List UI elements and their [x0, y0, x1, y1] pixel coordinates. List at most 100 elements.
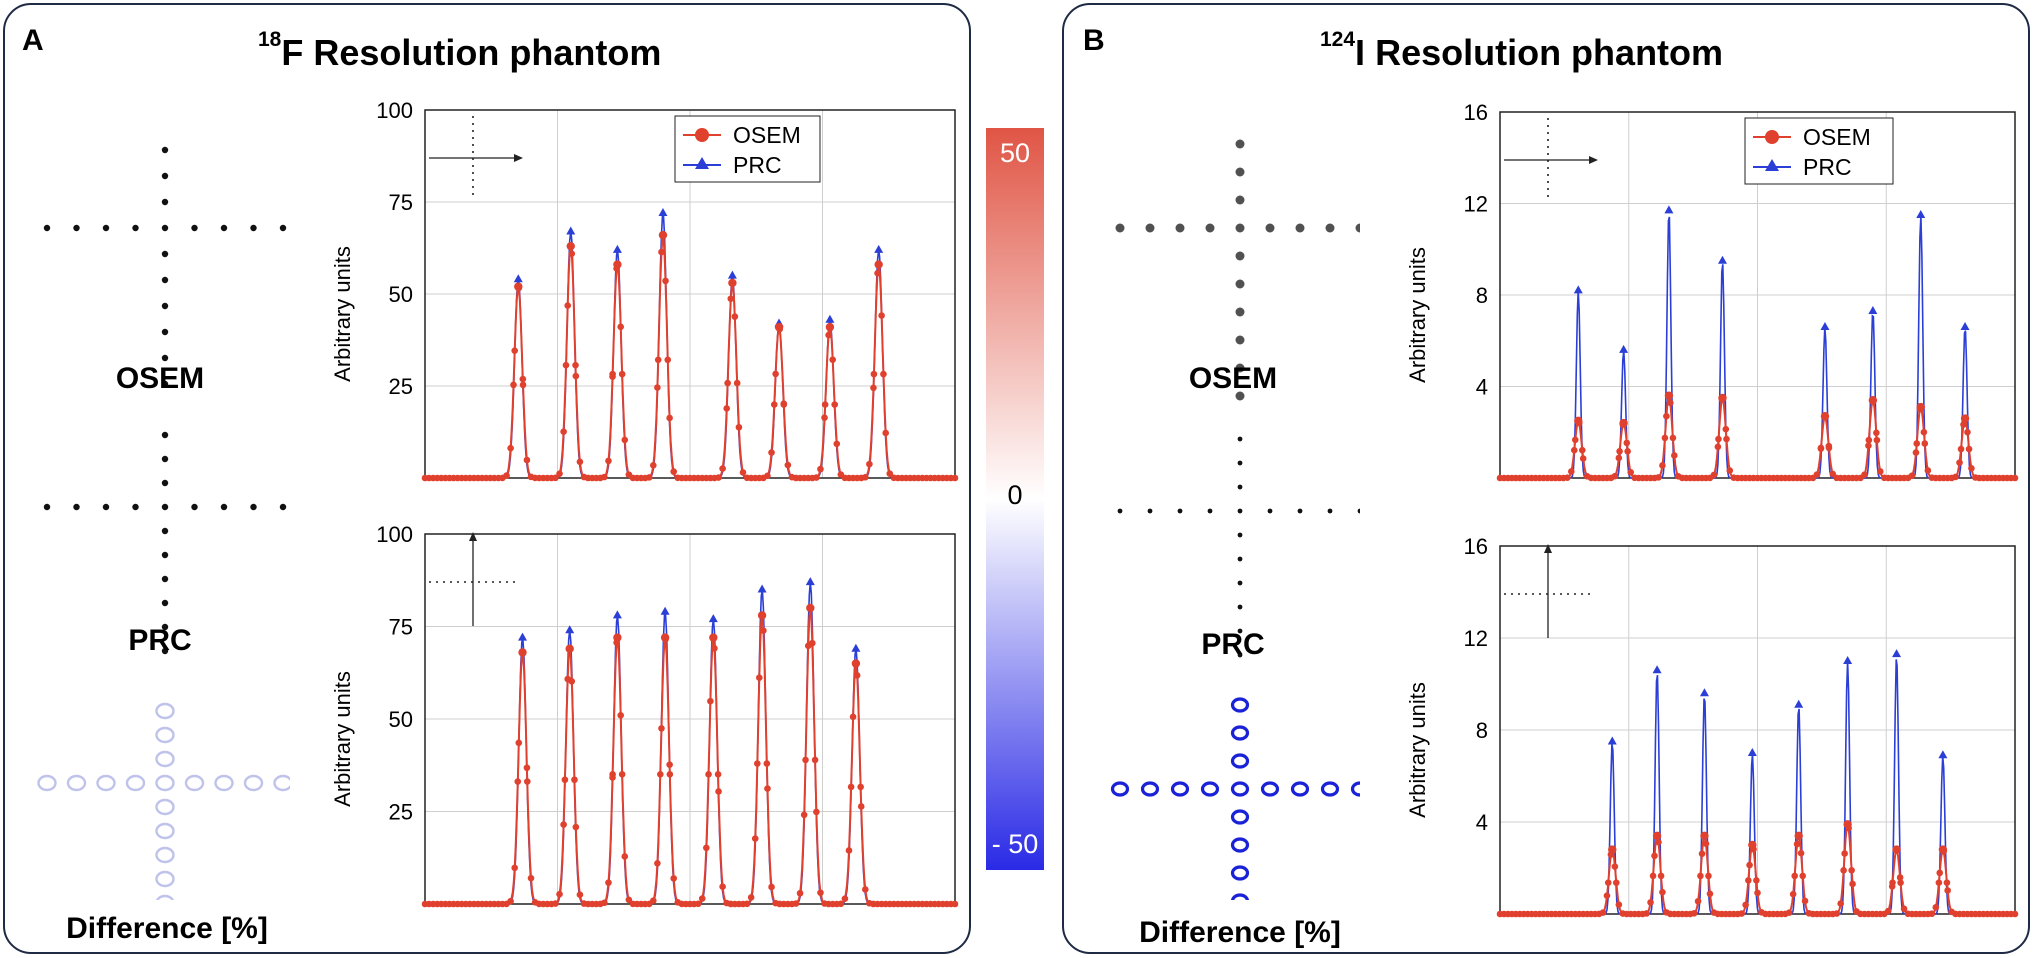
- difference-phantom-spot: [243, 774, 264, 792]
- osem-sample-point: [813, 474, 820, 481]
- osem-peak-marker: [728, 278, 737, 288]
- colorbar-max-label: 50: [999, 138, 1031, 168]
- osem-sample-point: [754, 760, 761, 767]
- difference-phantom-spot: [96, 774, 116, 792]
- osem-phantom-dot: [161, 380, 169, 388]
- osem-sample-point: [666, 761, 673, 768]
- profile-direction-icon: [1504, 118, 1598, 202]
- osem-sample-point: [507, 444, 514, 452]
- osem-sample-point: [1841, 850, 1848, 857]
- osem-sample-point: [1935, 879, 1943, 886]
- prc-image-label-a: PRC: [128, 624, 192, 657]
- osem-peak-marker: [1938, 845, 1948, 854]
- osem-peak-marker: [1700, 831, 1709, 840]
- osem-sample-point: [1659, 888, 1666, 896]
- osem-sample-point: [1651, 852, 1658, 860]
- osem-sample-point: [1964, 428, 1971, 436]
- osem-sample-point: [2011, 474, 2019, 482]
- prc-phantom-dot: [1207, 508, 1213, 514]
- osem-sample-point: [1849, 880, 1856, 888]
- osem-peak-marker: [1843, 820, 1852, 829]
- osem-sample-point: [621, 853, 629, 860]
- osem-sample-point: [780, 401, 788, 408]
- prc-phantom-dot: [161, 503, 169, 511]
- osem-sample-point: [1900, 905, 1908, 913]
- osem-sample-point: [568, 678, 576, 685]
- difference-phantom-spot: [184, 774, 205, 792]
- osem-peak-marker: [613, 260, 622, 269]
- legend: OSEM PRC: [674, 115, 821, 183]
- osem-sample-point: [1627, 469, 1635, 476]
- osem-sample-point: [772, 370, 779, 378]
- osem-sample-point: [657, 771, 664, 778]
- osem-peak-marker: [514, 282, 523, 291]
- osem-sample-point: [825, 331, 832, 339]
- osem-sample-point: [829, 356, 836, 363]
- osem-peak-marker: [825, 322, 835, 332]
- difference-phantom-spot: [155, 726, 175, 744]
- y-tick-label: 100: [376, 522, 413, 547]
- phantom-images-a: [37, 146, 290, 900]
- osem-sample-point: [1943, 879, 1951, 886]
- osem-sample-point: [1754, 889, 1761, 897]
- osem-sample-point: [1657, 872, 1665, 880]
- osem-sample-point: [1799, 872, 1807, 880]
- chart-b-horizontal-profile: 4 8 12 16 Arbitrary units OSEM PRC: [1405, 100, 2019, 482]
- osem-sample-point: [1957, 445, 1965, 453]
- osem-phantom-dot: [279, 224, 287, 232]
- osem-sample-point: [796, 889, 804, 897]
- osem-sample-point: [743, 900, 751, 908]
- prc-peak-marker: [1717, 255, 1727, 264]
- osem-phantom-dot: [1235, 363, 1245, 373]
- legend-prc-marker: [695, 157, 709, 169]
- osem-sample-point: [1837, 900, 1844, 907]
- difference-phantom-spot: [66, 774, 87, 792]
- prc-phantom-dot: [1267, 508, 1273, 514]
- osem-sample-point: [1624, 447, 1631, 455]
- osem-sample-point: [670, 468, 677, 475]
- prc-peak-marker: [1652, 665, 1662, 674]
- osem-sample-point: [862, 473, 869, 481]
- osem-sample-point: [847, 783, 855, 791]
- legend-osem-label: OSEM: [733, 122, 801, 148]
- osem-sample-point: [1921, 440, 1929, 447]
- difference-phantom-spot: [1230, 697, 1250, 713]
- osem-peak-marker: [709, 633, 718, 642]
- osem-sample-point: [800, 811, 808, 819]
- osem-sample-point: [768, 883, 775, 891]
- osem-sample-point: [1611, 472, 1619, 480]
- osem-sample-point: [618, 771, 626, 778]
- osem-sample-point: [833, 440, 841, 448]
- prc-peak-marker: [513, 274, 523, 283]
- difference-phantom-spot: [1170, 781, 1190, 797]
- prc-phantom-dot: [1237, 460, 1243, 466]
- arrow-head-icon: [469, 532, 477, 541]
- osem-image-label-b: OSEM: [1188, 362, 1278, 395]
- osem-sample-point: [664, 356, 672, 364]
- osem-sample-point: [503, 472, 510, 479]
- osem-sample-point: [1571, 436, 1579, 444]
- osem-sample-point: [870, 384, 877, 392]
- osem-phantom-dot: [1295, 223, 1305, 233]
- osem-sample-point: [1952, 473, 1959, 481]
- osem-sample-point: [666, 771, 674, 778]
- osem-sample-point: [727, 295, 735, 303]
- prc-peak-marker: [805, 577, 815, 586]
- osem-peak-marker: [1718, 393, 1727, 403]
- osem-sample-point: [556, 890, 563, 898]
- prc-phantom-dot: [1147, 508, 1153, 514]
- osem-sample-point: [1564, 474, 1571, 482]
- osem-sample-point: [572, 372, 580, 380]
- prc-phantom-dot: [73, 503, 80, 511]
- osem-phantom-dot: [1235, 307, 1245, 317]
- difference-phantom-spot: [155, 774, 175, 792]
- legend-osem-marker: [695, 128, 709, 142]
- osem-sample-point: [650, 897, 657, 905]
- y-tick-label: 4: [1476, 810, 1488, 835]
- prc-peak-marker: [518, 632, 528, 641]
- prc-phantom-dot: [43, 503, 51, 511]
- osem-sample-point: [1710, 471, 1718, 479]
- osem-sample-point: [1791, 872, 1798, 880]
- chart-a-vertical-profile: 25 50 75 100 Arbitrary units: [330, 522, 959, 908]
- y-axis-label: Arbitrary units: [330, 246, 355, 382]
